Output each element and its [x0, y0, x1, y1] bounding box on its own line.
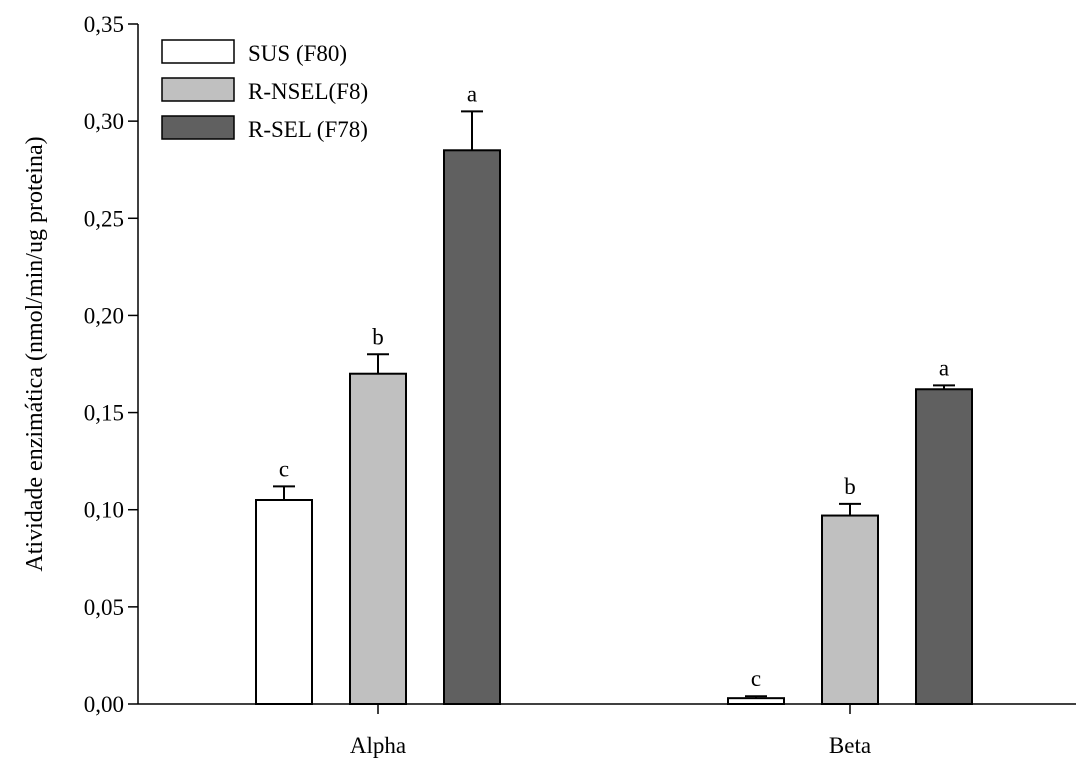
y-tick-label: 0,30: [84, 109, 124, 134]
significance-label: c: [279, 456, 289, 481]
bar: [255, 499, 313, 705]
significance-label: a: [939, 355, 949, 380]
bar: [915, 388, 973, 705]
legend-label: R-NSEL(F8): [248, 79, 368, 104]
x-tick-label: Beta: [829, 733, 871, 758]
legend-swatch: [161, 115, 235, 140]
significance-label: c: [751, 666, 761, 691]
significance-label: a: [467, 81, 477, 106]
y-tick-label: 0,35: [84, 12, 124, 37]
y-tick-label: 0,15: [84, 401, 124, 426]
y-axis-title: Atividade enzimática (nmol/min/ug protei…: [22, 136, 48, 571]
chart-axes: 0,00 0,05 0,10 0,15 0,20 0,25 0,30 0,35 Alpha Bet…: [84, 12, 1076, 758]
significance-label: b: [372, 324, 384, 349]
significance-label: b: [844, 474, 856, 499]
legend-swatch: [161, 77, 235, 102]
y-tick-label: 0,25: [84, 206, 124, 231]
bar: [727, 697, 785, 706]
legend-label: SUS (F80): [248, 41, 347, 66]
legend-label: R-SEL (F78): [248, 117, 368, 142]
legend: SUS (F80) R-NSEL(F8) R-SEL (F78): [161, 39, 368, 142]
chart-bars: c b a c b a: [255, 81, 973, 706]
bar: [443, 149, 501, 706]
y-tick-label: 0,05: [84, 595, 124, 620]
bar: [821, 514, 879, 705]
legend-swatch: [161, 39, 235, 64]
y-tick-label: 0,00: [84, 692, 124, 717]
y-tick-label: 0,20: [84, 303, 124, 328]
bar: [349, 372, 407, 705]
x-tick-label: Alpha: [350, 733, 406, 758]
y-tick-label: 0,10: [84, 498, 124, 523]
